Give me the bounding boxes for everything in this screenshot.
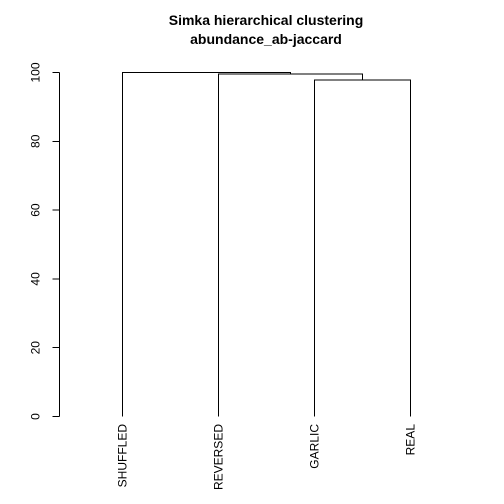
y-axis: 0 20 40 60 80 100 bbox=[29, 62, 60, 420]
chart-subtitle: abundance_ab-jaccard bbox=[190, 31, 342, 47]
leaf-labels: SHUFFLED REVERSED GARLIC REAL bbox=[116, 424, 418, 490]
leaf-label-shuffled: SHUFFLED bbox=[116, 424, 130, 488]
y-tick-label: 60 bbox=[29, 203, 43, 217]
leaf-label-garlic: GARLIC bbox=[308, 424, 322, 469]
merge-branch-3 bbox=[122, 72, 291, 417]
merge-branch-1 bbox=[314, 79, 411, 417]
leaf-label-real: REAL bbox=[404, 424, 418, 456]
y-tick-label: 20 bbox=[29, 341, 43, 355]
merge-branch-2 bbox=[218, 73, 363, 417]
y-tick-label: 0 bbox=[29, 413, 43, 420]
y-tick-label: 40 bbox=[29, 272, 43, 286]
dendrogram-branches bbox=[122, 72, 411, 417]
y-tick-label: 100 bbox=[29, 62, 43, 82]
y-tick-label: 80 bbox=[29, 134, 43, 148]
leaf-label-reversed: REVERSED bbox=[212, 424, 226, 490]
chart-title: Simka hierarchical clustering bbox=[169, 12, 364, 28]
